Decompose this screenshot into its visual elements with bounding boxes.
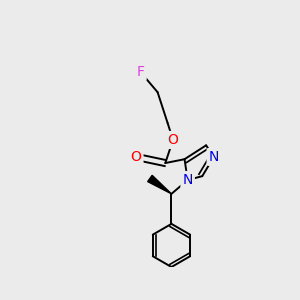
Text: O: O [168,133,178,147]
Text: N: N [182,173,193,187]
Text: F: F [137,65,145,79]
Text: N: N [208,150,219,164]
Text: O: O [130,150,142,164]
Polygon shape [148,175,172,194]
